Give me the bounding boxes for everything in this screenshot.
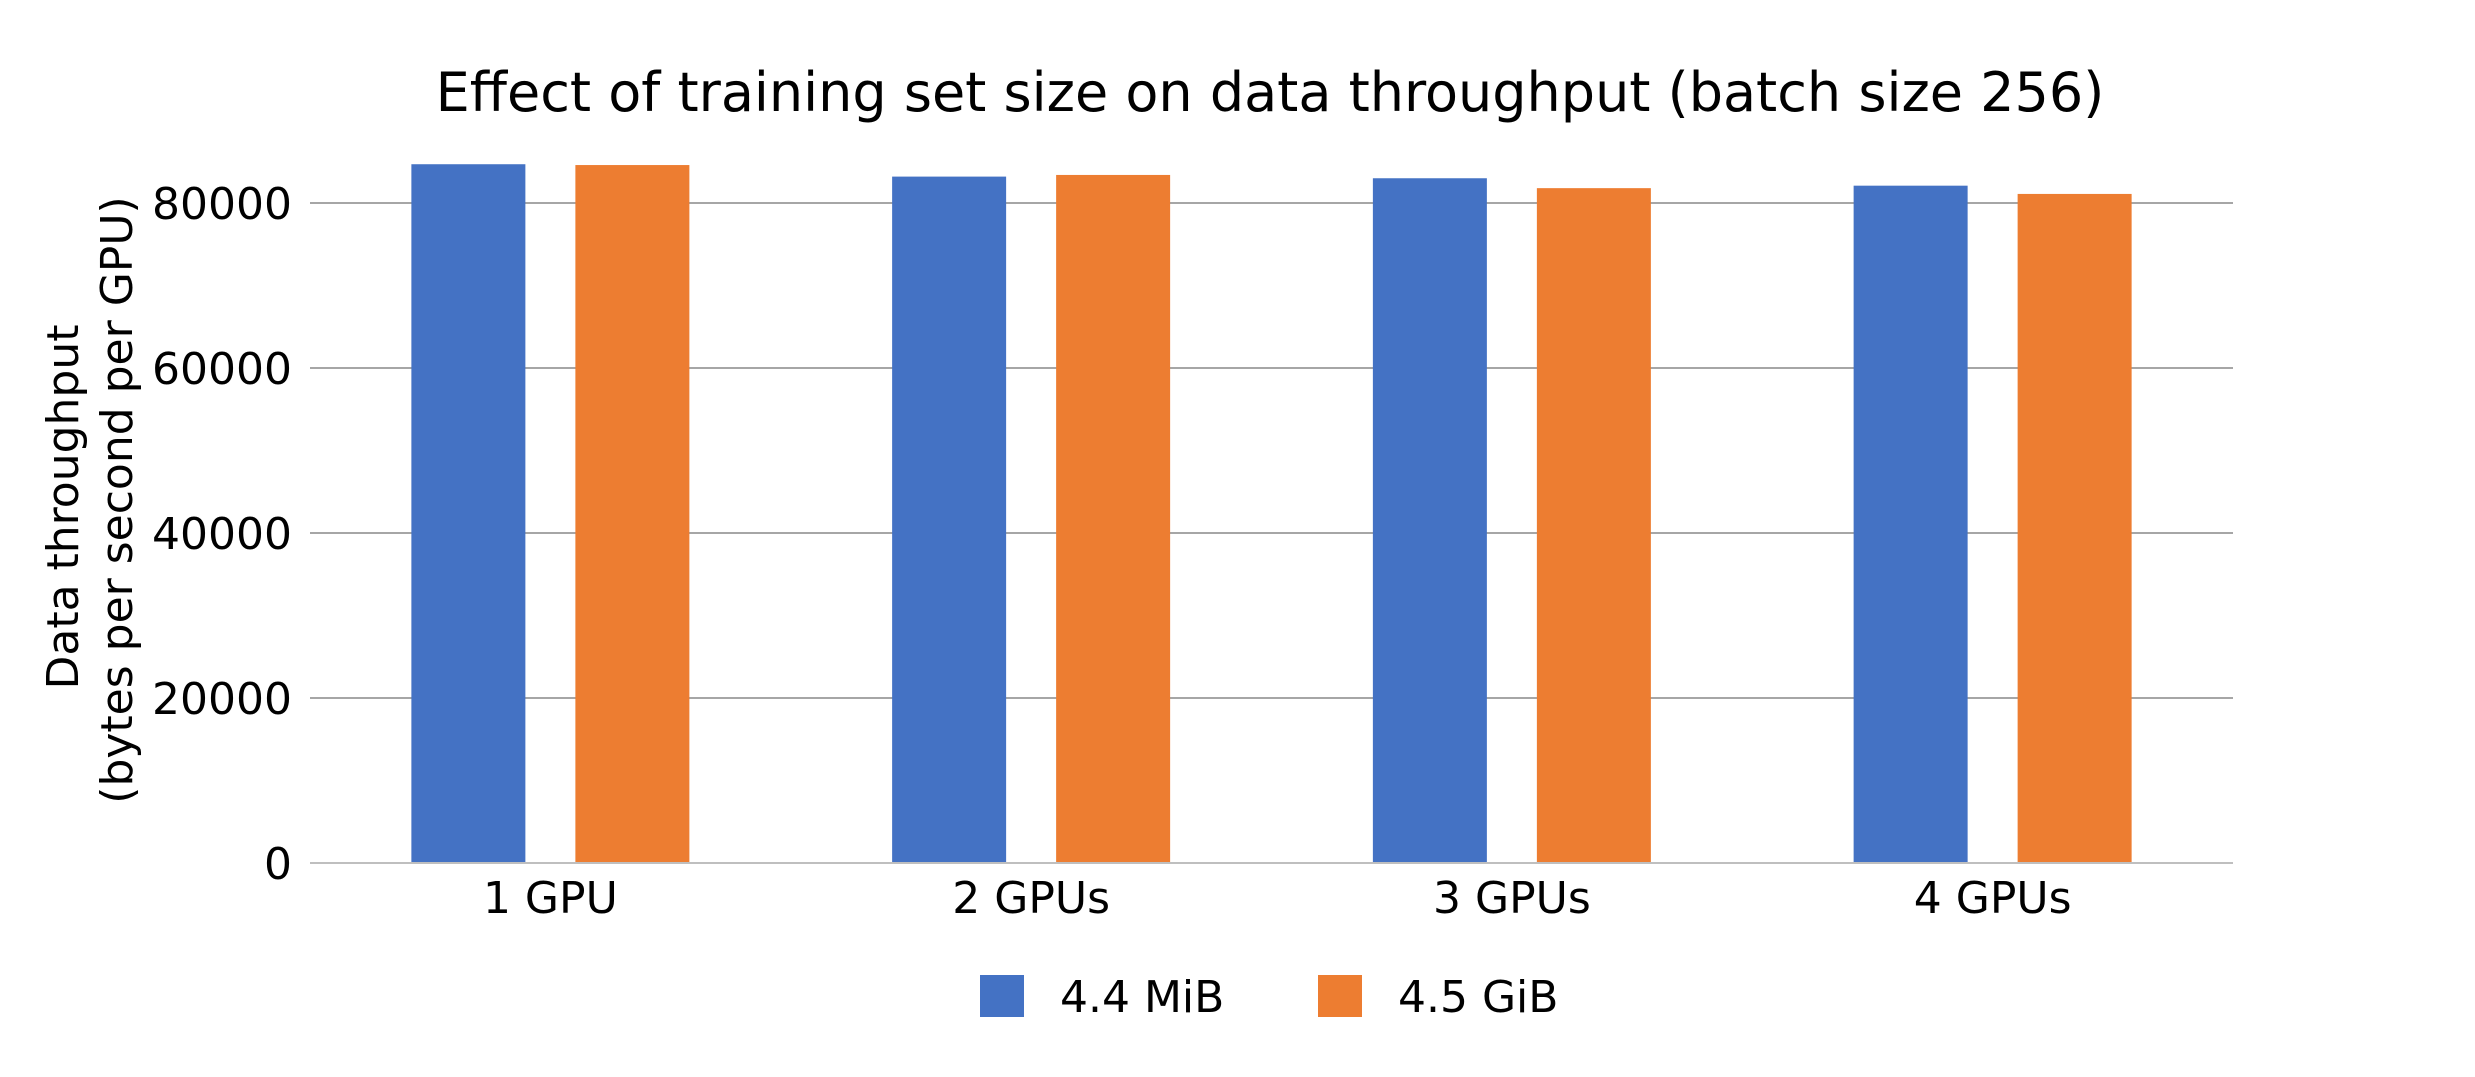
x-tick-label: 3 GPUs [1433, 873, 1591, 924]
bar-2-gpus-series-2 [1056, 174, 1171, 863]
bar-4-gpus-series-2 [2017, 193, 2132, 864]
bar-3-gpus-series-2 [1536, 188, 1651, 863]
bar-4-gpus-series-1 [1853, 185, 1968, 864]
x-axis-tick-labels: 1 GPU 2 GPUs 3 GPUs 4 GPUs [483, 873, 2072, 924]
legend-item: 4.4 MiB [980, 972, 1224, 1023]
bar-1-gpu-series-2 [575, 165, 690, 864]
x-tick-label: 1 GPU [483, 873, 618, 924]
y-tick-label: 40000 [152, 509, 292, 560]
y-axis-tick-labels: 0 20000 40000 60000 80000 [152, 179, 292, 890]
x-tick-label: 4 GPUs [1914, 873, 2072, 924]
bar-3-gpus-series-1 [1372, 178, 1487, 863]
legend-swatch [980, 975, 1024, 1017]
legend-item: 4.5 GiB [1318, 972, 1558, 1023]
bars [411, 164, 2132, 864]
bar-2-gpus-series-1 [892, 176, 1007, 864]
y-tick-label: 80000 [152, 179, 292, 230]
y-tick-label: 20000 [152, 674, 292, 725]
legend: 4.4 MiB 4.5 GiB [980, 972, 1558, 1023]
y-axis-title-line-1: Data throughput [38, 325, 89, 690]
y-tick-label: 0 [264, 839, 292, 890]
legend-label: 4.5 GiB [1398, 972, 1558, 1023]
legend-label: 4.4 MiB [1060, 972, 1224, 1023]
y-axis-title-line-2: (bytes per second per GPU) [92, 196, 143, 803]
y-tick-label: 60000 [152, 344, 292, 395]
bar-1-gpu-series-1 [411, 164, 526, 864]
chart-title: Effect of training set size on data thro… [436, 61, 2105, 124]
x-tick-label: 2 GPUs [952, 873, 1110, 924]
legend-swatch [1318, 975, 1362, 1017]
y-axis-title: Data throughput (bytes per second per GP… [38, 196, 143, 803]
